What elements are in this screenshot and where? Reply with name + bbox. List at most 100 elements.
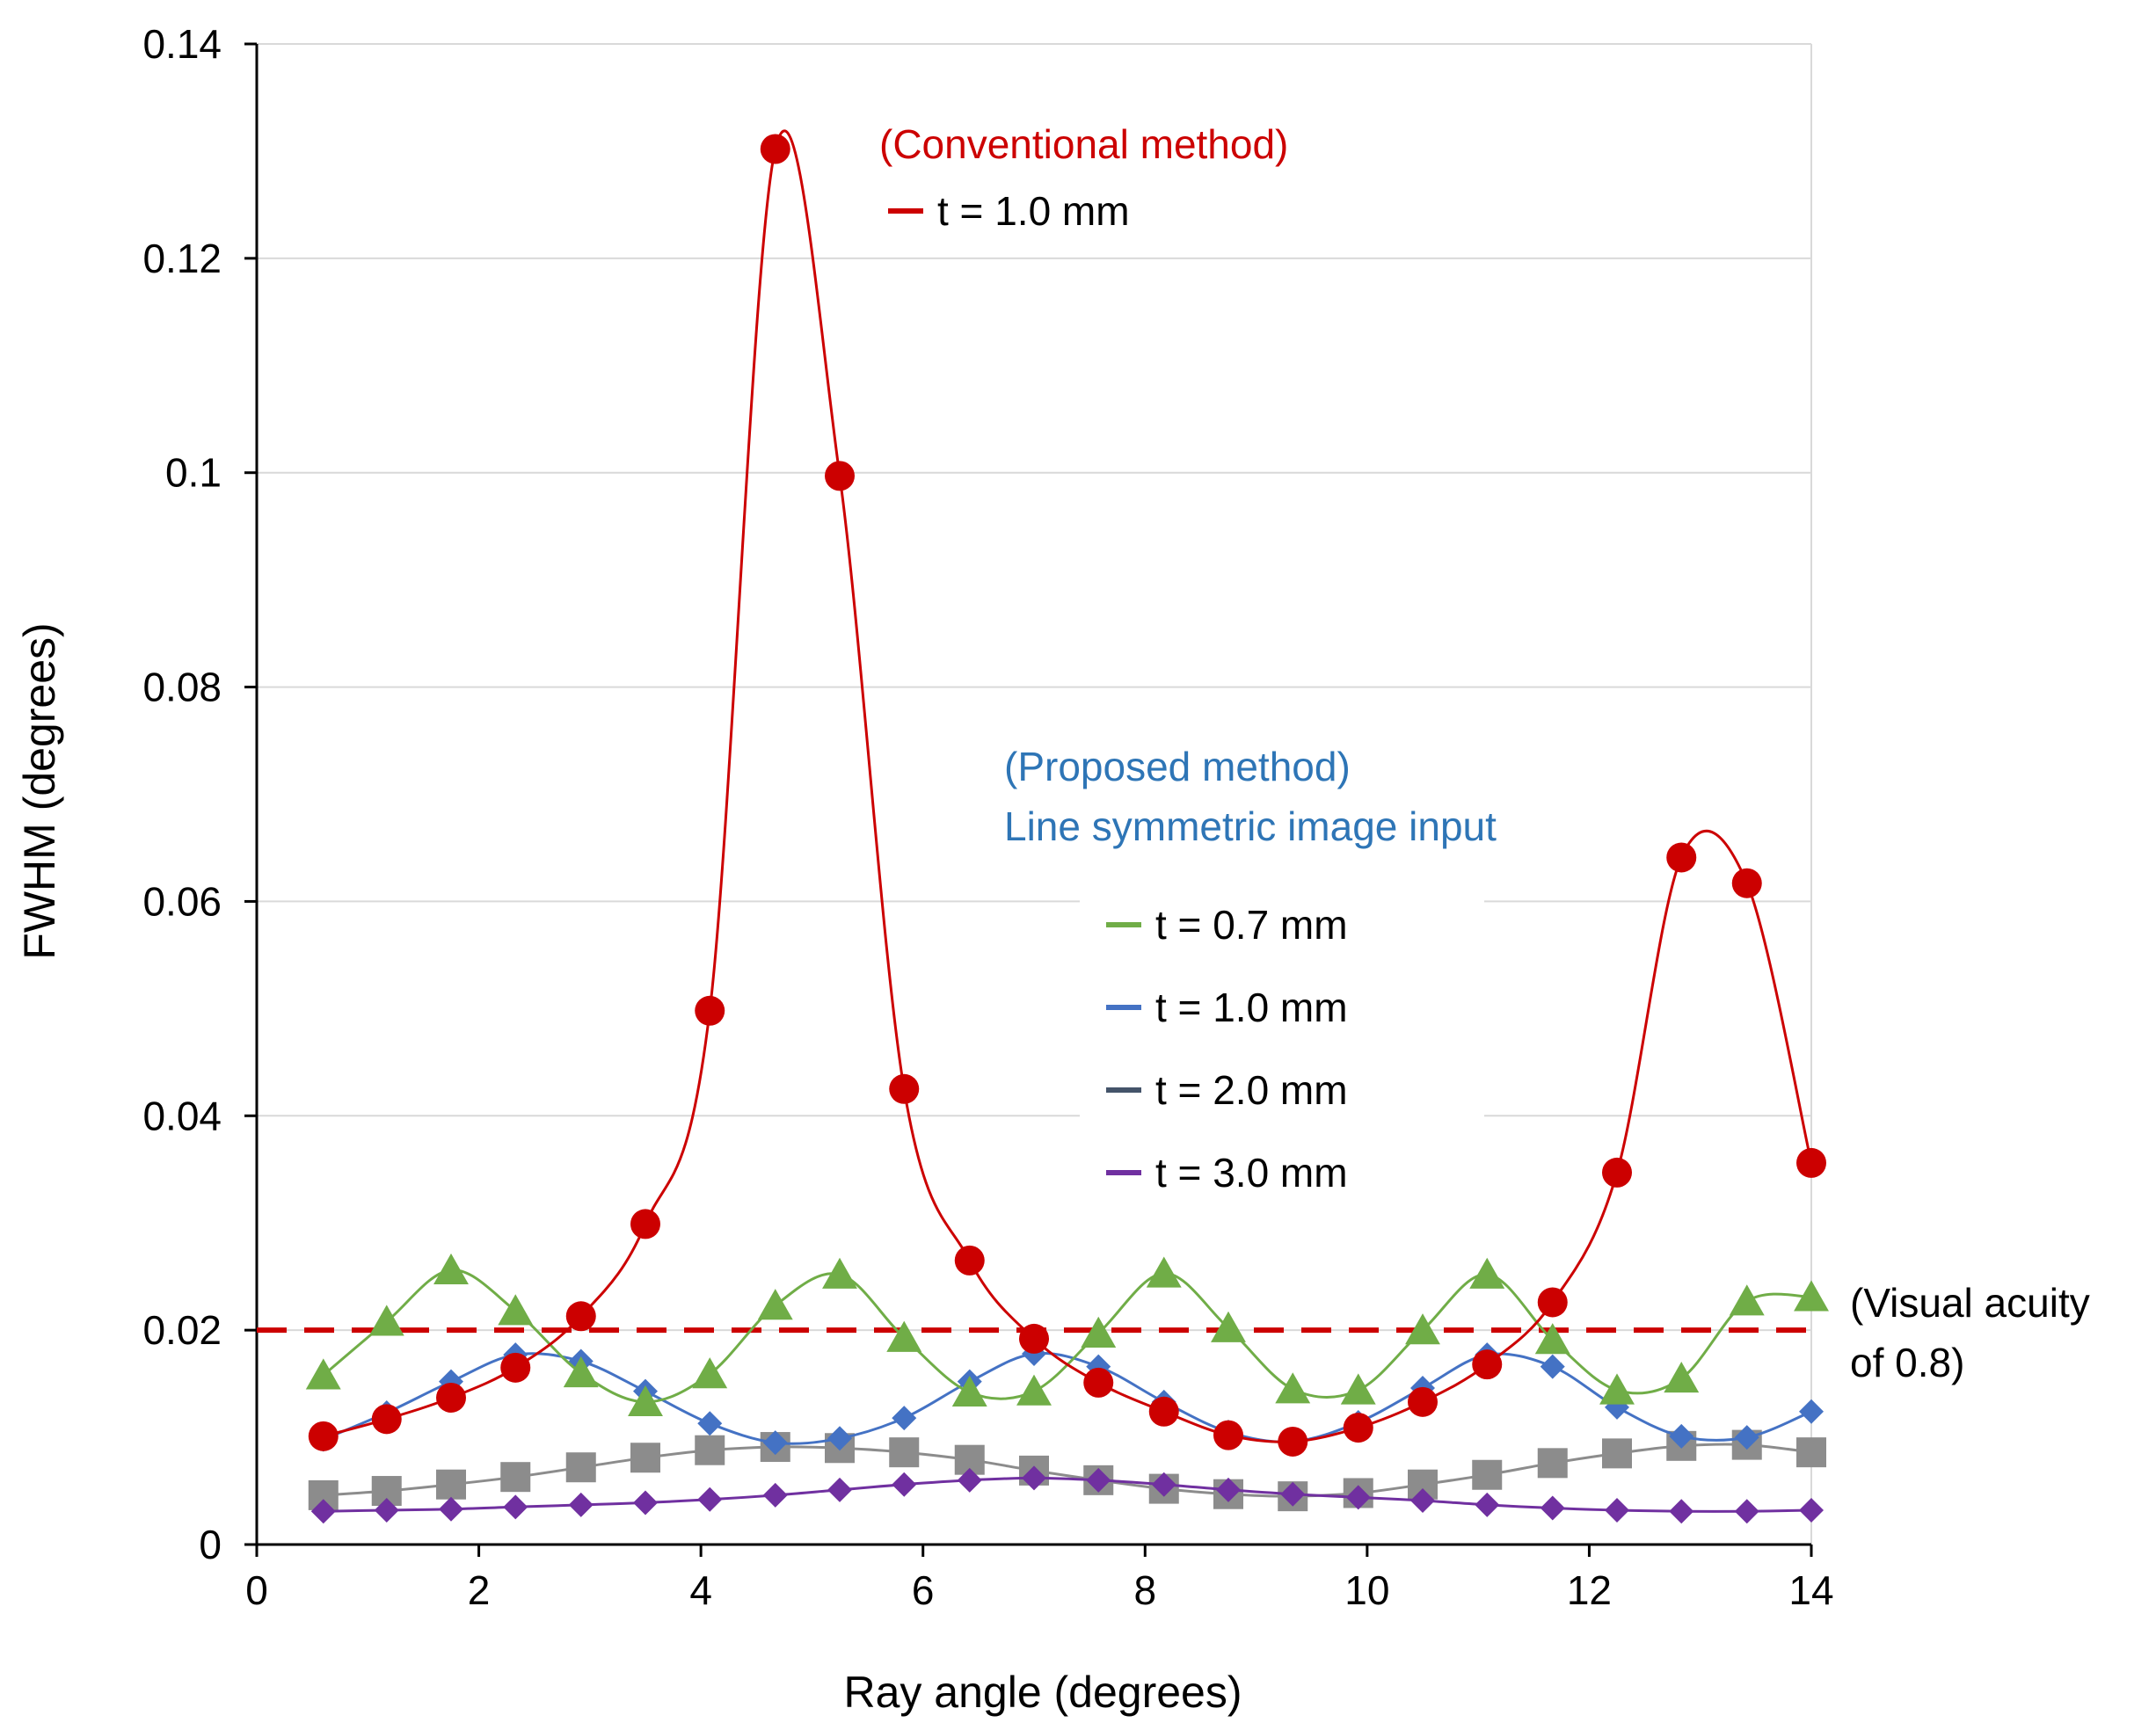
data-point	[1796, 1147, 1826, 1178]
series-4	[310, 1465, 1824, 1524]
tick-labels: 0 2 4 6 8 10 12 14 0 0.02 0.04 0.06 0.08 0.1 0.12 0.14	[142, 21, 1833, 1613]
data-point	[1537, 1287, 1568, 1318]
data-point	[374, 1497, 399, 1523]
data-point	[697, 1486, 723, 1512]
data-point	[1666, 842, 1697, 873]
data-point	[1734, 1425, 1759, 1450]
data-point	[1472, 1349, 1503, 1380]
series-line	[323, 1476, 1812, 1513]
data-point	[500, 1352, 531, 1383]
series-line	[323, 1351, 1812, 1445]
data-point	[1469, 1257, 1505, 1289]
series-2	[310, 1341, 1824, 1456]
legend-proposed-entry-1: t = 1.0 mm	[1155, 985, 1348, 1030]
data-point	[889, 1437, 920, 1468]
legend-proposed-heading-line1: (Proposed method)	[1004, 744, 1351, 789]
data-point	[892, 1472, 917, 1497]
x-tick-label: 12	[1567, 1567, 1612, 1613]
data-point	[695, 1435, 725, 1465]
data-point	[1729, 1284, 1765, 1316]
data-point	[1669, 1499, 1694, 1524]
data-point	[1343, 1413, 1373, 1443]
data-point	[760, 134, 790, 164]
legend-proposed-heading-line2: Line symmetric image input	[1004, 803, 1497, 849]
data-point	[436, 1382, 466, 1413]
data-point	[633, 1490, 658, 1516]
data-point	[1799, 1399, 1824, 1424]
data-point	[565, 1452, 596, 1483]
data-point	[1475, 1492, 1500, 1517]
data-point	[1664, 1362, 1700, 1393]
data-point	[630, 1443, 660, 1473]
data-point	[1216, 1477, 1241, 1502]
series-line	[323, 1443, 1812, 1498]
y-tick-label: 0.1	[165, 450, 222, 496]
data-point	[436, 1469, 466, 1500]
data-point	[1022, 1465, 1046, 1491]
data-point	[1605, 1497, 1629, 1523]
data-point	[439, 1496, 463, 1522]
data-point	[697, 1411, 723, 1436]
axes	[244, 42, 1813, 1557]
data-point	[1794, 1280, 1829, 1312]
data-point	[498, 1294, 534, 1326]
data-point	[563, 1356, 599, 1388]
data-point	[503, 1494, 528, 1520]
data-point	[305, 1358, 341, 1390]
data-point	[951, 1375, 987, 1407]
data-point	[1410, 1488, 1435, 1514]
data-point	[1083, 1367, 1114, 1398]
reference-line-label-1: (Visual acuity	[1850, 1280, 2090, 1326]
legend-conventional: (Conventional method) t = 1.0 mm	[879, 121, 1288, 234]
gridlines	[257, 43, 1812, 1545]
legend-proposed-box	[1080, 888, 1484, 1222]
data-point	[757, 1289, 793, 1320]
y-tick-label: 0.08	[142, 665, 222, 710]
data-point	[886, 1320, 922, 1352]
y-tick-label: 0.04	[142, 1093, 222, 1138]
data-point	[371, 1404, 402, 1435]
y-tick-label: 0.02	[142, 1307, 222, 1353]
data-point	[1081, 1316, 1117, 1348]
data-point	[1540, 1495, 1565, 1521]
data-point	[1340, 1373, 1376, 1405]
data-point	[1016, 1374, 1052, 1406]
data-point	[1796, 1437, 1826, 1468]
series-group	[305, 129, 1829, 1524]
data-point	[1408, 1386, 1438, 1417]
data-point	[1275, 1372, 1311, 1404]
x-tick-label: 6	[912, 1567, 935, 1613]
series-3	[308, 1429, 1826, 1512]
y-tick-label: 0.14	[142, 21, 222, 67]
data-point	[827, 1477, 852, 1502]
data-point	[628, 1385, 663, 1416]
data-point	[892, 1406, 917, 1431]
data-point	[1280, 1481, 1306, 1507]
data-point	[310, 1499, 336, 1524]
data-point	[1799, 1497, 1824, 1523]
data-point	[762, 1482, 788, 1508]
x-tick-label: 14	[1788, 1567, 1833, 1613]
data-point	[1086, 1467, 1111, 1493]
legend-proposed-entry-2: t = 2.0 mm	[1155, 1067, 1348, 1113]
series-line	[322, 1268, 1812, 1404]
data-point	[565, 1301, 596, 1332]
data-point	[1599, 1373, 1635, 1405]
y-tick-label: 0.12	[142, 236, 222, 281]
data-point	[1540, 1354, 1565, 1379]
data-point	[433, 1253, 469, 1285]
x-axis-title: Ray angle (degrees)	[843, 1668, 1242, 1717]
data-point	[1019, 1323, 1049, 1354]
data-point	[630, 1209, 660, 1239]
legend-proposed: (Proposed method) Line symmetric image i…	[1004, 744, 1497, 1222]
data-point	[889, 1073, 920, 1104]
x-tick-label: 4	[689, 1567, 712, 1613]
data-point	[762, 1430, 788, 1456]
data-point	[1602, 1157, 1632, 1188]
data-point	[568, 1492, 594, 1517]
data-point	[692, 1357, 728, 1389]
legend-proposed-entry-0: t = 0.7 mm	[1155, 902, 1348, 948]
series-1	[305, 1253, 1829, 1416]
data-point	[1472, 1459, 1503, 1490]
